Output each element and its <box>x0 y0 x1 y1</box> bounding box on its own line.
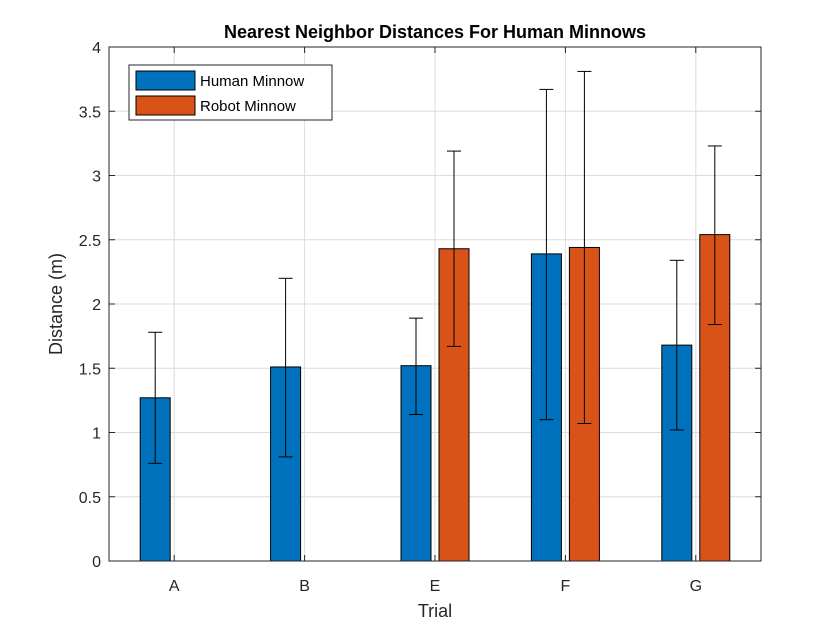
y-tick-label: 0 <box>92 554 101 571</box>
legend-swatch-human-minnow <box>135 70 196 91</box>
x-tick-label-E: E <box>430 578 441 595</box>
x-axis-label: Trial <box>418 601 452 621</box>
x-tick-label-F: F <box>561 578 571 595</box>
legend-swatch-robot-minnow <box>135 95 196 116</box>
y-ticks: 0 0.5 1 1.5 2 2.5 3 3.5 4 <box>79 40 761 571</box>
legend-label-human-minnow: Human Minnow <box>200 73 304 90</box>
y-tick-label: 1.5 <box>79 361 101 378</box>
y-tick-label: 3 <box>92 169 101 186</box>
y-axis-label: Distance (m) <box>46 253 66 355</box>
x-tick-label-B: B <box>299 578 310 595</box>
y-tick-label: 1 <box>92 426 101 443</box>
bars <box>139 234 731 562</box>
y-tick-label: 2.5 <box>79 233 101 250</box>
y-tick-label: 3.5 <box>79 104 101 121</box>
y-tick-label: 0.5 <box>79 490 101 507</box>
x-tick-label-A: A <box>169 578 180 595</box>
x-tick-label-G: G <box>690 578 702 595</box>
y-tick-label: 2 <box>92 297 101 314</box>
error-bars <box>148 70 722 464</box>
y-tick-label: 4 <box>92 40 101 57</box>
legend: Human Minnow Robot Minnow <box>128 64 333 121</box>
legend-label-robot-minnow: Robot Minnow <box>200 98 296 115</box>
chart-title: Nearest Neighbor Distances For Human Min… <box>224 22 646 42</box>
